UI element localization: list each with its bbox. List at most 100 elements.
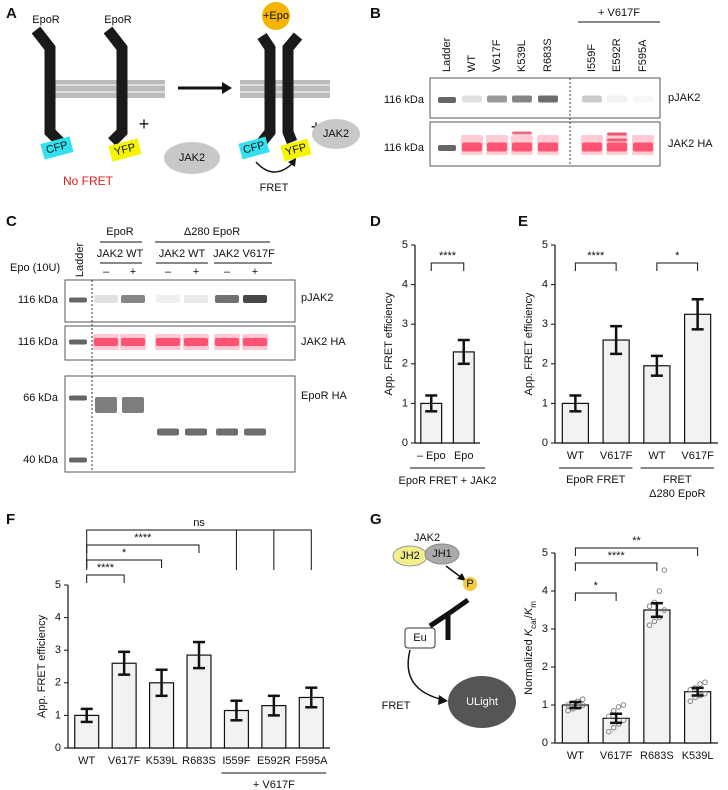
y-tick-label: 0	[402, 437, 408, 449]
band	[633, 95, 653, 103]
panel-letter: A	[6, 5, 17, 22]
band	[184, 338, 208, 346]
y-tick-label: 2	[542, 661, 548, 673]
data-point	[687, 698, 694, 704]
lane-label: Ladder	[441, 37, 453, 72]
lane-label: E592R	[611, 38, 623, 72]
fret-label: FRET	[382, 700, 411, 712]
arrow	[445, 565, 463, 579]
band	[462, 142, 482, 152]
band	[512, 142, 532, 152]
y-tick-label: 2	[542, 358, 548, 370]
y-tick-label: 0	[55, 742, 61, 754]
bar	[643, 609, 671, 744]
fret-label: FRET	[260, 182, 289, 194]
plus: +	[139, 114, 150, 134]
eu-label: Eu	[413, 632, 426, 644]
x-tick-label: V617F	[600, 450, 633, 462]
jak2-label: JAK2 WT	[159, 248, 206, 260]
cfp-label: CFP	[45, 139, 69, 156]
blot-frame	[64, 375, 296, 473]
significance-label: ****	[97, 562, 115, 574]
construct-label: Δ280 EpoR	[184, 226, 240, 238]
jak2-label: JAK2	[179, 152, 205, 164]
y-tick-label: 1	[542, 699, 548, 711]
receptor	[31, 26, 64, 146]
x-tick-label: R683S	[640, 750, 674, 762]
panel-b: + V617F 116 kDa 116 kDa pJAK2 JAK2 HA La…	[384, 7, 713, 167]
band	[69, 339, 87, 345]
x-axis-label: EpoR FRET + JAK2	[399, 475, 497, 487]
data-point	[610, 707, 617, 714]
band	[438, 145, 456, 151]
significance-label: ****	[439, 250, 457, 262]
data-point	[565, 707, 571, 714]
band	[121, 295, 145, 303]
band	[69, 297, 87, 303]
cfp-box	[238, 136, 270, 160]
significance-label: **	[632, 535, 641, 547]
error-bar	[193, 640, 205, 670]
size-label: 116 kDa	[18, 336, 59, 348]
panel-letter: F	[6, 511, 15, 528]
yfp-box	[280, 138, 312, 162]
y-tick-label: 0	[542, 737, 548, 749]
x-tick-label: K539L	[682, 750, 714, 762]
error-bar	[457, 338, 470, 366]
membrane	[55, 84, 165, 86]
data-point	[697, 681, 703, 687]
band	[607, 95, 627, 103]
lane-label: R683S	[542, 38, 554, 72]
band	[538, 95, 558, 103]
data-point	[702, 690, 708, 697]
arrow-head	[457, 573, 466, 581]
epo-sign: +	[193, 266, 199, 278]
significance-bracket	[86, 544, 200, 553]
y-axis-label: Normalized Kcat/Km	[523, 601, 538, 695]
receptor	[257, 32, 276, 146]
panel-letter: B	[370, 5, 381, 22]
band	[582, 95, 602, 103]
significance-label: ****	[134, 532, 152, 544]
data-point	[606, 728, 612, 735]
significance-label: ****	[587, 250, 605, 262]
significance-bracket	[430, 262, 465, 271]
band	[94, 338, 118, 346]
epo-label: +Epo	[263, 10, 289, 22]
epo-shape	[262, 2, 290, 30]
error-bar	[230, 699, 243, 722]
significance-label: *	[675, 250, 680, 262]
jak2-label: JAK2 WT	[97, 248, 144, 260]
y-tick-label: 5	[542, 239, 548, 251]
band	[215, 338, 239, 346]
lane-label: WT	[466, 55, 478, 72]
data-point	[646, 622, 653, 628]
significance-bracket	[656, 262, 699, 271]
error-bar	[80, 707, 93, 724]
panel-letter: E	[518, 213, 528, 230]
row-label: pJAK2	[668, 92, 700, 104]
band	[121, 338, 145, 346]
no-fret-label: No FRET	[63, 174, 114, 188]
group-label: FRET	[663, 474, 692, 486]
band	[243, 295, 267, 303]
jh1-shape	[424, 543, 460, 565]
x-tick-label: V617F	[108, 755, 141, 767]
y-tick-label: 3	[542, 623, 548, 635]
jak2-label: JAK2	[323, 128, 349, 140]
arrow-head	[222, 82, 232, 94]
size-label: 116 kDa	[384, 142, 425, 154]
error-bar	[425, 394, 438, 413]
y-tick-label: 2	[55, 677, 61, 689]
band	[185, 428, 207, 436]
panel-a: EpoR EpoR CFP YFP No FRET + JAK2 +Epo CF…	[31, 2, 360, 194]
lane-label: F595A	[637, 39, 649, 72]
band	[244, 428, 266, 436]
error-bar	[569, 700, 582, 710]
x-tick-label: F595A	[295, 755, 328, 767]
error-bar	[118, 650, 131, 676]
row-label: pJAK2	[301, 292, 333, 304]
data-point	[620, 717, 627, 723]
band	[438, 97, 456, 103]
data-point	[661, 607, 667, 613]
